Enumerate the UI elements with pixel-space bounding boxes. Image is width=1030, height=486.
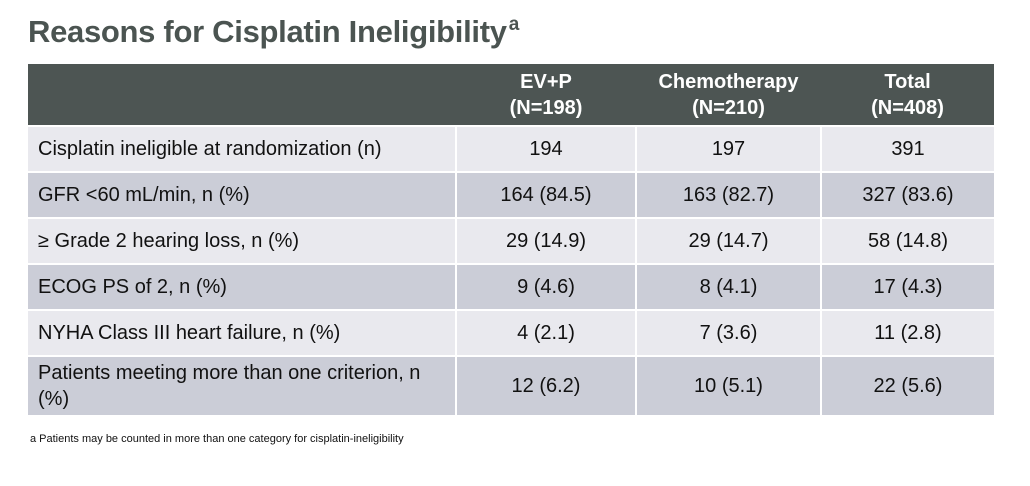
table-body: Cisplatin ineligible at randomization (n… [28, 125, 994, 415]
title-text: Reasons for Cisplatin Ineligibility [28, 14, 507, 49]
cell: 194 [455, 125, 636, 172]
column-n: (N=408) [871, 96, 944, 119]
table-row: GFR <60 mL/min, n (%) 164 (84.5) 163 (82.7… [28, 171, 994, 218]
cell: 164 (84.5) [455, 171, 636, 218]
row-label: NYHA Class III heart failure, n (%) [28, 309, 456, 356]
cell: 8 (4.1) [635, 263, 821, 310]
row-label: ECOG PS of 2, n (%) [28, 263, 456, 310]
cell: 22 (5.6) [820, 355, 994, 415]
table-row: ≥ Grade 2 hearing loss, n (%) 29 (14.9) 29… [28, 217, 994, 264]
column-name: Total [884, 70, 931, 93]
column-name: Chemotherapy [658, 70, 799, 93]
column-n: (N=210) [692, 96, 765, 119]
cell: 11 (2.8) [820, 309, 994, 356]
cell: 197 [635, 125, 821, 172]
cell: 29 (14.7) [635, 217, 821, 264]
row-label: Patients meeting more than one criterion… [28, 355, 456, 415]
title-footnote-mark: a [508, 14, 520, 35]
table-row: Cisplatin ineligible at randomization (n… [28, 125, 994, 172]
table: EV+P (N=198) Chemotherapy (N=210) Total (N=40… [28, 64, 994, 415]
footnote: a Patients may be counted in more than o… [30, 433, 404, 445]
cell: 163 (82.7) [635, 171, 821, 218]
cell: 29 (14.9) [455, 217, 636, 264]
cell: 9 (4.6) [455, 263, 636, 310]
table-row: NYHA Class III heart failure, n (%) 4 (2.… [28, 309, 994, 356]
table-row: ECOG PS of 2, n (%) 9 (4.6) 8 (4.1) 17 (4.3… [28, 263, 994, 310]
cell: 7 (3.6) [635, 309, 821, 356]
table-row: Patients meeting more than one criterion… [28, 355, 994, 415]
column-name: EV+P [520, 70, 572, 93]
cell: 12 (6.2) [455, 355, 636, 415]
cell: 4 (2.1) [455, 309, 636, 356]
header-row: EV+P (N=198) Chemotherapy (N=210) Total (N=40… [28, 64, 994, 126]
column-header: Total (N=408) [821, 64, 994, 126]
cell: 391 [820, 125, 994, 172]
column-n: (N=198) [509, 96, 583, 119]
cell: 327 (83.6) [820, 171, 994, 218]
cell: 58 (14.8) [820, 217, 994, 264]
row-label: GFR <60 mL/min, n (%) [28, 171, 456, 218]
cell: 10 (5.1) [635, 355, 821, 415]
row-label: Cisplatin ineligible at randomization (n… [28, 125, 456, 172]
column-header: Chemotherapy (N=210) [636, 64, 821, 126]
row-label: ≥ Grade 2 hearing loss, n (%) [28, 217, 456, 264]
column-header: EV+P (N=198) [456, 64, 636, 126]
cell: 17 (4.3) [820, 263, 994, 310]
title: Reasons for Cisplatin Ineligibility a [28, 14, 519, 50]
header-blank [28, 64, 456, 126]
